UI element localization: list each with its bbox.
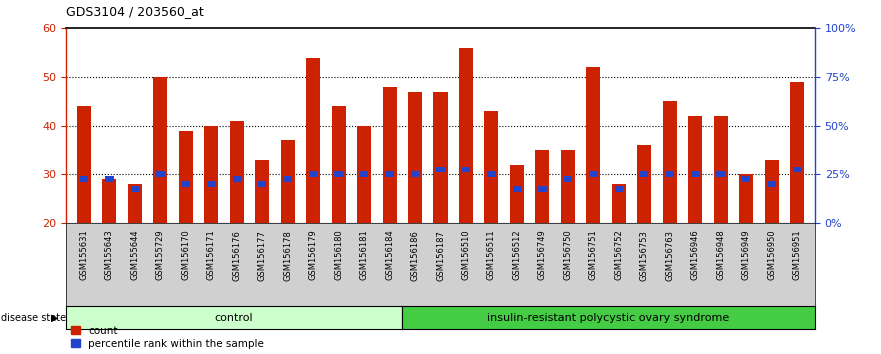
Bar [306, 57, 320, 223]
Bar [793, 167, 802, 172]
Text: GSM156749: GSM156749 [538, 230, 547, 280]
Bar [665, 171, 674, 177]
Bar [485, 111, 499, 223]
Text: GSM156751: GSM156751 [589, 230, 598, 280]
Bar [564, 176, 572, 182]
Bar [105, 176, 114, 182]
Bar [357, 126, 371, 223]
Text: GSM156176: GSM156176 [233, 230, 241, 281]
Bar [128, 184, 142, 223]
Bar [408, 92, 422, 223]
Bar [102, 179, 116, 223]
Legend: count, percentile rank within the sample: count, percentile rank within the sample [71, 326, 263, 349]
Bar [716, 171, 725, 177]
Text: GSM156171: GSM156171 [207, 230, 216, 280]
Text: GSM155643: GSM155643 [105, 230, 114, 280]
Bar [487, 171, 496, 177]
Text: GSM156752: GSM156752 [614, 230, 623, 280]
Text: GSM156763: GSM156763 [665, 230, 674, 281]
Text: GSM156186: GSM156186 [411, 230, 419, 281]
Bar [230, 121, 244, 223]
Text: GSM156753: GSM156753 [640, 230, 648, 281]
Bar [309, 171, 317, 177]
Bar [77, 106, 91, 223]
Bar [433, 92, 448, 223]
Text: GSM156170: GSM156170 [181, 230, 190, 280]
Bar [156, 171, 165, 177]
Bar [436, 167, 445, 172]
Bar [637, 145, 651, 223]
Bar [714, 116, 728, 223]
Bar [640, 171, 648, 177]
Text: ▶: ▶ [51, 313, 59, 323]
Text: GSM156181: GSM156181 [359, 230, 368, 280]
Bar [536, 150, 550, 223]
Text: GSM156512: GSM156512 [513, 230, 522, 280]
Bar [258, 181, 266, 187]
Bar [331, 106, 345, 223]
Bar [207, 181, 216, 187]
Bar [663, 101, 677, 223]
Bar [561, 150, 575, 223]
Text: GSM156510: GSM156510 [462, 230, 470, 280]
Bar [742, 176, 751, 182]
Text: GSM156187: GSM156187 [436, 230, 445, 281]
Bar [615, 186, 623, 192]
Text: GSM156948: GSM156948 [716, 230, 725, 280]
Bar [233, 176, 241, 182]
Text: GSM156180: GSM156180 [334, 230, 343, 280]
Bar [153, 77, 167, 223]
Text: disease state: disease state [1, 313, 66, 323]
Bar [284, 176, 292, 182]
Bar [538, 186, 546, 192]
Bar [510, 165, 524, 223]
Text: GDS3104 / 203560_at: GDS3104 / 203560_at [66, 5, 204, 18]
Bar [255, 160, 270, 223]
Bar [204, 126, 218, 223]
Text: control: control [215, 313, 253, 323]
Text: GSM156750: GSM156750 [563, 230, 573, 280]
Bar [767, 181, 776, 187]
Text: GSM156177: GSM156177 [258, 230, 267, 281]
Bar [179, 131, 193, 223]
Text: GSM156179: GSM156179 [308, 230, 318, 280]
Bar [589, 171, 597, 177]
Text: GSM156949: GSM156949 [742, 230, 751, 280]
Bar [688, 116, 702, 223]
Bar [181, 181, 190, 187]
Bar [790, 82, 804, 223]
Bar [513, 186, 522, 192]
Text: insulin-resistant polycystic ovary syndrome: insulin-resistant polycystic ovary syndr… [487, 313, 729, 323]
Bar [739, 175, 753, 223]
Text: GSM156946: GSM156946 [691, 230, 700, 280]
Bar [459, 48, 473, 223]
Text: GSM156511: GSM156511 [487, 230, 496, 280]
Bar [411, 171, 419, 177]
Text: GSM155631: GSM155631 [79, 230, 88, 280]
Text: GSM156178: GSM156178 [283, 230, 292, 281]
Bar [691, 171, 700, 177]
Bar [587, 67, 600, 223]
Text: GSM156951: GSM156951 [793, 230, 802, 280]
Bar [130, 186, 139, 192]
Bar [611, 184, 626, 223]
Bar [462, 167, 470, 172]
Text: GSM156950: GSM156950 [767, 230, 776, 280]
Bar [335, 171, 343, 177]
Bar [281, 140, 294, 223]
Bar [765, 160, 779, 223]
Bar [359, 171, 368, 177]
Text: GSM155729: GSM155729 [156, 230, 165, 280]
Bar [385, 171, 394, 177]
Text: GSM155644: GSM155644 [130, 230, 139, 280]
Bar [79, 176, 88, 182]
Bar [382, 87, 396, 223]
Text: GSM156184: GSM156184 [385, 230, 394, 280]
